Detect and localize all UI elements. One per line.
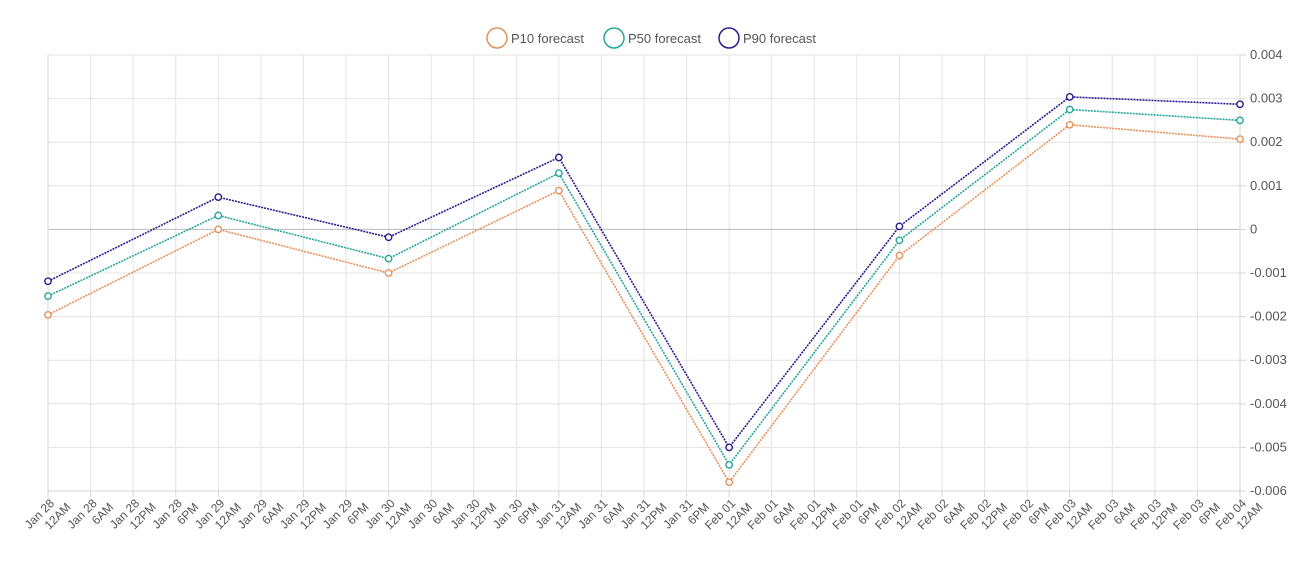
y-tick-label: 0.003 [1250, 91, 1283, 106]
x-tick-label: Feb 0112AM [702, 490, 755, 543]
data-point-p90-forecast[interactable] [725, 443, 734, 452]
data-point-p10-forecast[interactable] [384, 269, 393, 277]
x-tick-label: Feb 036AM [1085, 490, 1138, 543]
x-tick-label: Jan 3112PM [618, 490, 670, 542]
x-tick-label: Jan 2812AM [22, 490, 74, 542]
legend-marker-p50-forecast [603, 27, 625, 49]
data-point-p90-forecast[interactable] [895, 222, 904, 231]
legend-marker-p10-forecast [486, 27, 508, 49]
x-tick-label: Jan 306AM [405, 490, 457, 542]
x-tick-label: Feb 0212AM [872, 490, 925, 543]
data-point-p50-forecast[interactable] [554, 169, 563, 178]
x-tick-label: Feb 036PM [1170, 490, 1223, 543]
legend-item-p50-forecast[interactable]: P50 forecast [603, 27, 701, 49]
x-tick-label: Feb 016PM [830, 490, 883, 543]
data-point-p90-forecast[interactable] [1065, 92, 1074, 101]
legend[interactable]: P10 forecast P50 forecast P90 forecast [486, 27, 816, 49]
y-tick-label: -0.002 [1250, 309, 1287, 324]
y-tick-label: 0.002 [1250, 134, 1283, 149]
series-line-p90-forecast [47, 96, 1241, 449]
data-point-p50-forecast[interactable] [1065, 105, 1074, 114]
legend-label: P10 forecast [511, 31, 584, 46]
data-point-p10-forecast[interactable] [214, 225, 223, 234]
data-point-p10-forecast[interactable] [725, 478, 734, 487]
y-tick-label: -0.006 [1250, 483, 1287, 498]
series-line-p50-forecast [47, 108, 1241, 467]
x-tick-label: Jan 3012AM [362, 490, 414, 542]
data-point-p50-forecast[interactable] [214, 211, 223, 220]
y-tick-label: 0.004 [1250, 47, 1283, 62]
x-tick-label: Feb 0112PM [787, 490, 840, 543]
x-tick-label: Jan 2912AM [192, 490, 244, 542]
data-point-p10-forecast[interactable] [1065, 120, 1074, 129]
x-tick-label: Jan 296PM [320, 490, 372, 542]
x-tick-label: Feb 026PM [1000, 490, 1053, 543]
x-tick-label: Jan 3112AM [533, 490, 585, 542]
series-line-p10-forecast [47, 123, 1241, 484]
x-tick-label: Jan 316AM [575, 490, 627, 542]
x-tick-label: Jan 306PM [490, 490, 542, 542]
y-tick-label: -0.005 [1250, 439, 1287, 454]
legend-item-p10-forecast[interactable]: P10 forecast [486, 27, 584, 49]
x-tick-label: Feb 0312AM [1042, 490, 1095, 543]
x-tick-label: Jan 286PM [149, 490, 201, 542]
x-tick-label: Feb 026AM [915, 490, 968, 543]
data-point-p50-forecast[interactable] [384, 254, 393, 263]
data-point-p90-forecast[interactable] [214, 193, 223, 202]
data-point-p50-forecast[interactable] [725, 460, 734, 469]
grid [47, 54, 1241, 492]
data-point-p50-forecast[interactable] [895, 236, 904, 245]
data-point-p90-forecast[interactable] [1236, 100, 1244, 109]
data-point-p50-forecast[interactable] [44, 292, 52, 301]
y-tick-label: -0.003 [1250, 352, 1287, 367]
x-tick-label: Jan 316PM [660, 490, 712, 542]
data-point-p10-forecast[interactable] [1236, 135, 1244, 144]
y-tick-label: 0 [1250, 221, 1257, 236]
x-tick-label: Jan 2812PM [107, 490, 159, 542]
y-tick-label: -0.001 [1250, 265, 1287, 280]
data-point-p10-forecast[interactable] [44, 310, 52, 319]
x-tick-label: Jan 286AM [64, 490, 116, 542]
x-tick-label: Feb 0312PM [1128, 490, 1181, 543]
series-layer [44, 92, 1244, 487]
x-tick-label: Jan 296AM [235, 490, 287, 542]
legend-item-p90-forecast[interactable]: P90 forecast [718, 27, 816, 49]
data-point-p10-forecast[interactable] [895, 251, 904, 260]
data-point-p90-forecast[interactable] [44, 277, 52, 286]
legend-label: P90 forecast [743, 31, 816, 46]
data-point-p90-forecast[interactable] [384, 233, 393, 242]
x-tick-label: Jan 2912PM [277, 490, 329, 542]
x-tick-label: Feb 0212PM [957, 490, 1010, 543]
legend-label: P50 forecast [628, 31, 701, 46]
legend-marker-p90-forecast [718, 27, 740, 49]
data-point-p10-forecast[interactable] [554, 186, 563, 195]
x-tick-label: Feb 016AM [744, 490, 797, 543]
y-tick-label: 0.001 [1250, 178, 1283, 193]
x-tick-label: Jan 3012PM [447, 490, 499, 542]
y-tick-label: -0.004 [1250, 396, 1287, 411]
data-point-p90-forecast[interactable] [554, 153, 563, 162]
data-point-p50-forecast[interactable] [1236, 116, 1244, 125]
y-axis: 0.004 0.003 0.002 0.001 0 -0.001 -0.002 -0.003 -… [1240, 47, 1287, 498]
